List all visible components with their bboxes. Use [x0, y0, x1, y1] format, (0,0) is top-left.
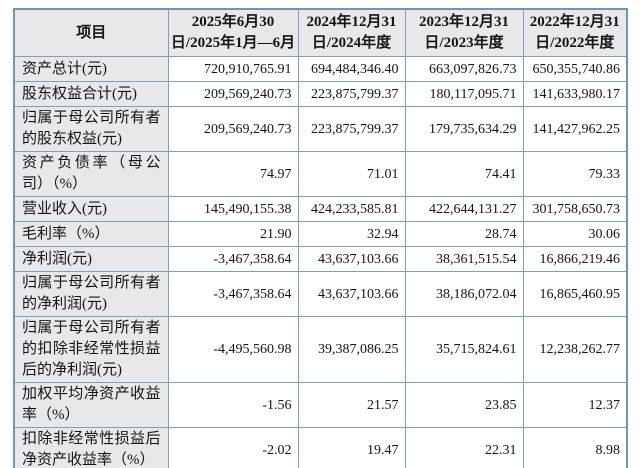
cell-value: 223,875,799.37 — [297, 81, 406, 107]
cell-value: 22.31 — [404, 427, 524, 468]
table-row-weighted-avg-roe: 加权平均净资产收益率（%） -1.56 21.57 23.85 12.37 — [13, 382, 628, 428]
header-cell-period-2022: 2022年12月31日/2022年度 — [522, 8, 628, 57]
row-label: 资产总计(元) — [13, 56, 169, 82]
cell-value: 71.01 — [297, 151, 406, 197]
cell-value: 16,865,460.95 — [522, 271, 628, 317]
financial-summary-table: 项目 2025年6月30日/2025年1月—6月 2024年12月31日/202… — [13, 8, 628, 468]
cell-value: -3,467,358.64 — [167, 271, 299, 317]
cell-value: 38,186,072.04 — [404, 271, 524, 317]
row-label: 归属于母公司所有者的扣除非经常性损益后的净利润(元) — [13, 316, 169, 383]
cell-value: 39,387,086.25 — [297, 316, 406, 383]
cell-value: 32.94 — [297, 221, 406, 247]
cell-value: -4,495,560.98 — [167, 316, 299, 383]
cell-value: 21.90 — [167, 221, 299, 247]
row-label: 扣除非经常性损益后净资产收益率（%） — [13, 427, 169, 468]
cell-value: 301,758,650.73 — [522, 196, 628, 222]
cell-value: 74.41 — [404, 151, 524, 197]
cell-value: 16,866,219.46 — [522, 246, 628, 272]
cell-value: 43,637,103.66 — [297, 271, 406, 317]
cell-value: 30.06 — [522, 221, 628, 247]
cell-value: 12.37 — [522, 382, 628, 428]
cell-value: 79.33 — [522, 151, 628, 197]
table-row-parent-net-profit: 归属于母公司所有者的净利润(元) -3,467,358.64 43,637,10… — [13, 271, 628, 317]
header-cell-item: 项目 — [13, 8, 169, 57]
cell-value: 38,361,515.54 — [404, 246, 524, 272]
table-row-total-assets: 资产总计(元) 720,910,765.91 694,484,346.40 66… — [13, 56, 628, 82]
row-label: 营业收入(元) — [13, 196, 169, 222]
header-cell-period-2025: 2025年6月30日/2025年1月—6月 — [167, 8, 299, 57]
row-label: 股东权益合计(元) — [13, 81, 169, 107]
cell-value: 650,355,740.86 — [522, 56, 628, 82]
table-row-roe-excl-nonrecurring: 扣除非经常性损益后净资产收益率（%） -2.02 19.47 22.31 8.9… — [13, 427, 628, 468]
row-label: 加权平均净资产收益率（%） — [13, 382, 169, 428]
table-row-debt-ratio: 资产负债率（母公司）（%） 74.97 71.01 74.41 79.33 — [13, 151, 628, 197]
cell-value: 223,875,799.37 — [297, 106, 406, 152]
table-row-gross-margin: 毛利率（%） 21.90 32.94 28.74 30.06 — [13, 221, 628, 247]
table-row-revenue: 营业收入(元) 145,490,155.38 424,233,585.81 42… — [13, 196, 628, 222]
cell-value: 19.47 — [297, 427, 406, 468]
cell-value: 720,910,765.91 — [167, 56, 299, 82]
cell-value: 141,427,962.25 — [522, 106, 628, 152]
cell-value: 145,490,155.38 — [167, 196, 299, 222]
cell-value: 23.85 — [404, 382, 524, 428]
header-cell-period-2023: 2023年12月31日/2023年度 — [404, 8, 524, 57]
cell-value: -3,467,358.64 — [167, 246, 299, 272]
header-cell-period-2024: 2024年12月31日/2024年度 — [297, 8, 406, 57]
header-row: 项目 2025年6月30日/2025年1月—6月 2024年12月31日/202… — [13, 8, 628, 57]
row-label: 归属于母公司所有者的股东权益(元) — [13, 106, 169, 152]
cell-value: -2.02 — [167, 427, 299, 468]
row-label: 资产负债率（母公司）（%） — [13, 151, 169, 197]
cell-value: 422,644,131.27 — [404, 196, 524, 222]
table-row-parent-net-profit-excl-nonrecurring: 归属于母公司所有者的扣除非经常性损益后的净利润(元) -4,495,560.98… — [13, 316, 628, 383]
cell-value: 209,569,240.73 — [167, 106, 299, 152]
cell-value: 12,238,262.77 — [522, 316, 628, 383]
cell-value: 74.97 — [167, 151, 299, 197]
cell-value: 663,097,826.73 — [404, 56, 524, 82]
cell-value: 179,735,634.29 — [404, 106, 524, 152]
cell-value: 8.98 — [522, 427, 628, 468]
cell-value: 21.57 — [297, 382, 406, 428]
row-label: 毛利率（%） — [13, 221, 169, 247]
row-label: 净利润(元) — [13, 246, 169, 272]
cell-value: 141,633,980.17 — [522, 81, 628, 107]
cell-value: 694,484,346.40 — [297, 56, 406, 82]
cell-value: 180,117,095.71 — [404, 81, 524, 107]
cell-value: 424,233,585.81 — [297, 196, 406, 222]
cell-value: 28.74 — [404, 221, 524, 247]
cell-value: 209,569,240.73 — [167, 81, 299, 107]
cell-value: -1.56 — [167, 382, 299, 428]
table-row-net-profit: 净利润(元) -3,467,358.64 43,637,103.66 38,36… — [13, 246, 628, 272]
table-row-parent-equity: 归属于母公司所有者的股东权益(元) 209,569,240.73 223,875… — [13, 106, 628, 152]
table-row-total-equity: 股东权益合计(元) 209,569,240.73 223,875,799.37 … — [13, 81, 628, 107]
cell-value: 35,715,824.61 — [404, 316, 524, 383]
cell-value: 43,637,103.66 — [297, 246, 406, 272]
row-label: 归属于母公司所有者的净利润(元) — [13, 271, 169, 317]
